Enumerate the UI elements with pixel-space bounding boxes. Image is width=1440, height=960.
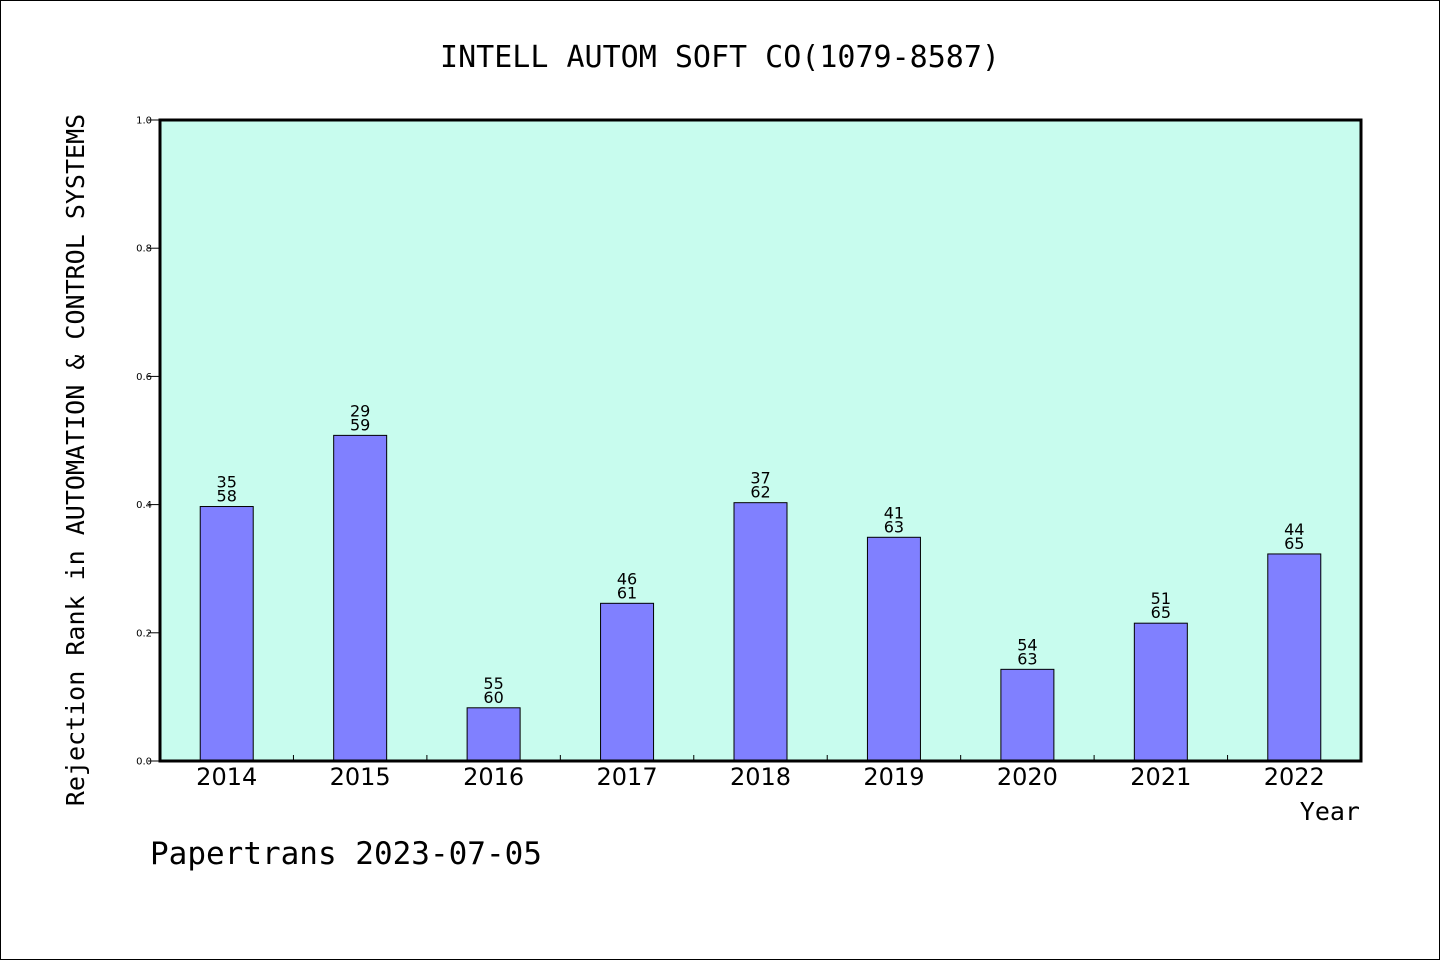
x-axis-label: Year bbox=[1300, 797, 1360, 826]
bar-2022 bbox=[1267, 553, 1322, 762]
bar-2021 bbox=[1133, 622, 1188, 762]
y-tick-label-0.2: 0.2 bbox=[136, 628, 152, 639]
bar-2017 bbox=[600, 602, 655, 762]
y-axis: 0.0 0.2 0.4 0.6 0.8 1.0 bbox=[136, 116, 160, 768]
bar-2015 bbox=[333, 434, 388, 762]
x-tick-label-2014: 2014 bbox=[196, 763, 257, 791]
bar-2014 bbox=[199, 506, 254, 762]
bar-label-2015-top: 29 bbox=[350, 401, 370, 420]
bar-label-2021-bottom: 65 bbox=[1151, 603, 1171, 622]
x-tick-label-2019: 2019 bbox=[863, 763, 924, 791]
bar-label-2017-bottom: 61 bbox=[617, 583, 637, 602]
bar-label-2016-bottom: 60 bbox=[483, 688, 503, 707]
x-tick-label-2017: 2017 bbox=[597, 763, 658, 791]
bar-label-2022-bottom: 65 bbox=[1284, 534, 1304, 553]
bar-label-2014-top: 35 bbox=[217, 473, 237, 492]
bar-label-2018-top: 37 bbox=[750, 469, 770, 488]
bar-label-2015-bottom: 59 bbox=[350, 415, 370, 434]
chart-title: INTELL AUTOM SOFT CO(1079-8587) bbox=[440, 40, 1000, 75]
y-tick-label-0.6: 0.6 bbox=[136, 372, 152, 383]
x-tick-label-2022: 2022 bbox=[1264, 763, 1325, 791]
bar-label-2020-top: 54 bbox=[1017, 635, 1037, 654]
y-tick-label-0.8: 0.8 bbox=[136, 244, 152, 255]
bar-2016 bbox=[466, 707, 521, 762]
bar-label-2019-bottom: 63 bbox=[884, 517, 904, 536]
bar-label-2020-bottom: 63 bbox=[1017, 649, 1037, 668]
bar-2020 bbox=[1000, 668, 1055, 762]
x-axis: 2014 2015 2016 2017 2018 2019 2020 2021 2022 bbox=[196, 755, 1325, 791]
bar-label-2016-top: 55 bbox=[483, 674, 503, 693]
x-tick-label-2018: 2018 bbox=[730, 763, 791, 791]
bar-label-2022-top: 44 bbox=[1284, 520, 1304, 539]
x-tick-label-2016: 2016 bbox=[463, 763, 524, 791]
bar-label-2021-top: 51 bbox=[1151, 589, 1171, 608]
y-tick-label-1.0: 1.0 bbox=[136, 116, 152, 127]
bar-label-2019-top: 41 bbox=[884, 503, 904, 522]
bars-group bbox=[199, 434, 1322, 762]
bar-label-2014-bottom: 58 bbox=[217, 487, 237, 506]
x-tick-label-2015: 2015 bbox=[330, 763, 391, 791]
x-tick-label-2020: 2020 bbox=[997, 763, 1058, 791]
footer-text: Papertrans 2023-07-05 bbox=[150, 836, 542, 872]
plot-border bbox=[158, 118, 1363, 763]
bar-label-2018-bottom: 62 bbox=[750, 483, 770, 502]
bar-2019 bbox=[866, 536, 921, 762]
y-tick-label-0.4: 0.4 bbox=[136, 500, 152, 511]
y-axis-label: Rejection Rank in AUTOMATION & CONTROL S… bbox=[61, 114, 90, 806]
bar-label-2017-top: 46 bbox=[617, 569, 637, 588]
bar-2018 bbox=[733, 502, 788, 762]
y-tick-label-0.0: 0.0 bbox=[136, 757, 152, 768]
x-tick-label-2021: 2021 bbox=[1130, 763, 1191, 791]
